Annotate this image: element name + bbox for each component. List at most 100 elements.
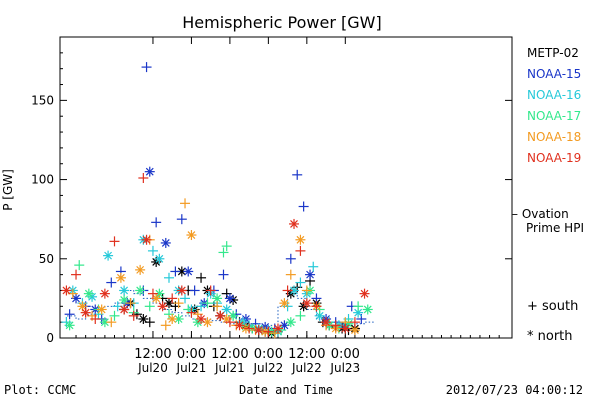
north-point bbox=[141, 234, 152, 245]
north-point bbox=[64, 320, 75, 331]
x-tick-time: 12:00 bbox=[288, 347, 325, 362]
north-point bbox=[186, 230, 197, 241]
north-point bbox=[99, 288, 110, 299]
south-point bbox=[301, 285, 312, 296]
y-tick-label: 150 bbox=[31, 93, 54, 107]
south-point bbox=[295, 245, 306, 256]
south-point bbox=[160, 320, 171, 331]
north-point bbox=[160, 237, 171, 248]
north-point bbox=[301, 298, 312, 309]
north-point bbox=[80, 307, 91, 318]
south-point bbox=[218, 247, 229, 258]
south-point bbox=[221, 241, 232, 252]
north-point bbox=[285, 317, 296, 328]
north-point bbox=[295, 234, 306, 245]
north-point bbox=[144, 166, 155, 177]
north-point bbox=[183, 266, 194, 277]
x-tick-date: Jul21 bbox=[214, 361, 245, 375]
x-tick-time: 12:00 bbox=[134, 347, 171, 362]
y-tick-label: 50 bbox=[39, 252, 54, 266]
y-axis: 0 50 100 150 bbox=[31, 52, 512, 345]
south-point bbox=[295, 277, 306, 288]
north-point bbox=[61, 285, 72, 296]
south-point bbox=[349, 317, 360, 328]
legend-entry: NOAA-17 bbox=[527, 109, 581, 123]
timestamp: 2012/07/23 04:00:12 bbox=[446, 383, 583, 397]
south-point bbox=[212, 301, 223, 312]
south-point bbox=[189, 285, 200, 296]
north-point bbox=[115, 272, 126, 283]
north-point bbox=[215, 310, 226, 321]
y-tick-label: 0 bbox=[46, 331, 54, 345]
north-point bbox=[103, 250, 114, 261]
south-point bbox=[125, 298, 136, 309]
south-point bbox=[173, 298, 184, 309]
north-point bbox=[289, 218, 300, 229]
north-point bbox=[135, 264, 146, 275]
north-point bbox=[224, 293, 235, 304]
north-point bbox=[272, 323, 283, 334]
north-point bbox=[154, 253, 165, 264]
x-axis-label: Date and Time bbox=[239, 383, 333, 397]
legend-entry: METP-02 bbox=[527, 46, 579, 60]
north-point bbox=[167, 313, 178, 324]
marker-legend-entry: * north bbox=[527, 329, 573, 344]
x-axis: 12:00Jul200:00Jul2112:00Jul210:00Jul2212… bbox=[75, 37, 500, 375]
north-point bbox=[228, 310, 239, 321]
south-point bbox=[138, 172, 149, 183]
y-axis-label: P [GW] bbox=[1, 169, 15, 211]
north-point bbox=[196, 313, 207, 324]
south-point bbox=[170, 266, 181, 277]
south-point bbox=[167, 293, 178, 304]
south-point bbox=[308, 261, 319, 272]
south-point bbox=[180, 198, 191, 209]
north-point bbox=[343, 318, 354, 329]
south-point bbox=[176, 214, 187, 225]
north-point bbox=[359, 288, 370, 299]
south-point bbox=[144, 317, 155, 328]
south-point bbox=[106, 317, 117, 328]
south-point bbox=[196, 272, 207, 283]
ovation-label-line1: – Ovation bbox=[512, 207, 569, 221]
south-point bbox=[263, 326, 274, 337]
north-point bbox=[135, 285, 146, 296]
ovation-label-line2: Prime HPI bbox=[526, 221, 584, 235]
x-tick-date: Jul23 bbox=[329, 361, 360, 375]
south-point bbox=[330, 320, 341, 331]
legend-entry: NOAA-15 bbox=[527, 67, 581, 81]
north-point bbox=[83, 288, 94, 299]
south-point bbox=[353, 301, 364, 312]
south-point bbox=[163, 272, 174, 283]
south-point bbox=[74, 260, 85, 271]
north-point bbox=[154, 288, 165, 299]
north-point bbox=[119, 304, 130, 315]
south-point bbox=[147, 245, 158, 256]
south-point bbox=[64, 309, 75, 320]
south-point bbox=[295, 310, 306, 321]
south-point bbox=[282, 285, 293, 296]
x-tick-date: Jul22 bbox=[252, 361, 283, 375]
north-point bbox=[221, 304, 232, 315]
south-point bbox=[202, 298, 213, 309]
south-point bbox=[205, 285, 216, 296]
marker-legend: + south * north bbox=[527, 299, 578, 344]
south-point bbox=[109, 236, 120, 247]
north-point bbox=[138, 313, 149, 324]
north-point bbox=[253, 325, 264, 336]
north-point bbox=[234, 320, 245, 331]
south-point bbox=[147, 288, 158, 299]
ovation-line bbox=[65, 289, 375, 329]
chart-title: Hemispheric Power [GW] bbox=[182, 13, 381, 32]
south-point bbox=[292, 169, 303, 180]
south-point bbox=[244, 323, 255, 334]
plot-frame bbox=[59, 36, 513, 339]
north-point bbox=[340, 323, 351, 334]
legend: METP-02 NOAA-15 NOAA-16 NOAA-17 NOAA-18 NOAA-… bbox=[527, 46, 581, 165]
legend-entry: NOAA-16 bbox=[527, 88, 581, 102]
south-point bbox=[71, 269, 82, 280]
x-tick-time: 0:00 bbox=[254, 347, 283, 362]
south-point bbox=[196, 301, 207, 312]
north-point bbox=[305, 269, 316, 280]
south-point bbox=[311, 301, 322, 312]
